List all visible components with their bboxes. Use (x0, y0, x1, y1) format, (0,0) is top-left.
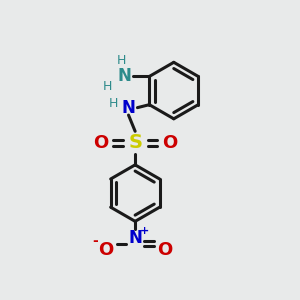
Text: -: - (92, 234, 98, 248)
Text: H: H (103, 80, 112, 93)
Text: +: + (140, 226, 149, 236)
Text: H: H (116, 54, 126, 67)
Text: O: O (162, 134, 177, 152)
Text: N: N (122, 99, 136, 117)
Text: H: H (109, 97, 118, 110)
Text: N: N (128, 229, 142, 247)
Text: O: O (98, 241, 113, 259)
Text: N: N (117, 68, 131, 85)
Text: O: O (157, 241, 172, 259)
Text: O: O (93, 134, 109, 152)
Text: S: S (128, 133, 142, 152)
